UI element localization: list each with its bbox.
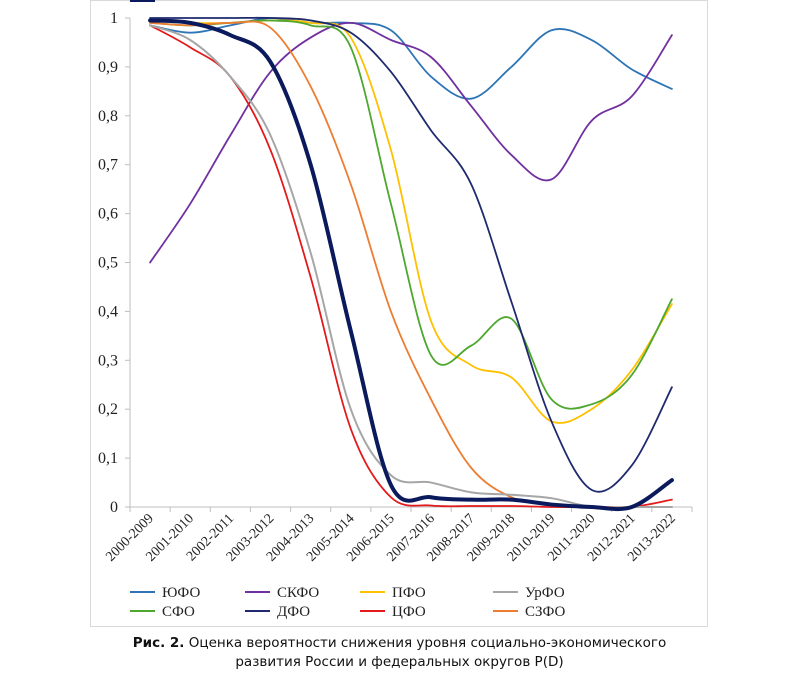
legend-label: ЦФО (392, 604, 426, 620)
series-line-ДФО (149, 16, 673, 493)
y-tick-label: 0,7 (98, 157, 118, 174)
legend-label: СЗФО (525, 604, 566, 620)
series-line-СФО (149, 19, 673, 410)
chart-frame (90, 0, 708, 627)
legend-label: УрФО (525, 585, 565, 601)
y-tick-label: 0,3 (98, 352, 118, 369)
y-tick-label: 0,2 (98, 401, 118, 418)
caption-line-2: развития России и федеральных округов P(… (235, 654, 564, 670)
series-line-ПФО (149, 19, 673, 424)
series-layer (148, 16, 674, 512)
legend-label: ПФО (392, 585, 426, 601)
legend-label: СКФО (277, 585, 319, 601)
legend-label: ДФО (277, 604, 310, 620)
y-tick-label: 0,8 (98, 108, 118, 125)
y-tick-label: 0 (110, 499, 118, 516)
caption-label: Рис. 2. (132, 635, 185, 651)
legend: ЮФО СКФО ПФО УрФО СФО ДФО ЦФО СЗФО РФ (130, 0, 566, 620)
y-axis-ticks: 0 0,1 0,2 0,3 0,4 0,5 0,6 0,7 0,8 0,9 1 (98, 10, 130, 516)
line-chart: 0 0,1 0,2 0,3 0,4 0,5 0,6 0,7 0,8 0,9 1 2000-20092… (98, 0, 693, 620)
series-line-СКФО (149, 21, 673, 264)
series-line-ЦФО (149, 24, 673, 509)
series-line-СЗФО (149, 20, 673, 509)
series-line-УрФО (149, 24, 673, 509)
legend-label: РФ (162, 0, 182, 4)
y-tick-label: 1 (110, 10, 118, 27)
series-line-РФ (148, 18, 674, 512)
y-tick-label: 0,9 (98, 59, 118, 76)
caption-line-1: Оценка вероятности снижения уровня социа… (188, 635, 667, 651)
legend-label: СФО (162, 604, 195, 620)
y-tick-label: 0,6 (98, 206, 118, 223)
y-tick-label: 0,5 (98, 255, 118, 272)
y-tick-label: 0,1 (98, 450, 118, 467)
x-axis-ticks: 2000-20092001-20102002-20112003-20122004… (103, 507, 693, 565)
figure-caption: Рис. 2. Оценка вероятности снижения уров… (0, 634, 799, 672)
legend-label: ЮФО (162, 585, 200, 601)
y-tick-label: 0,4 (98, 303, 118, 320)
series-line-ЮФО (149, 17, 673, 100)
